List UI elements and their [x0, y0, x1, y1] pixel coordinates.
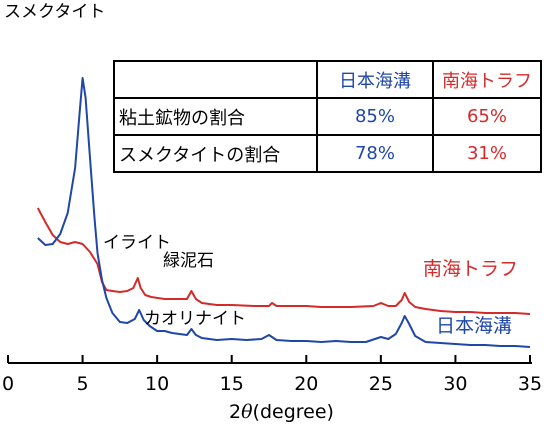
table-header-nankai: 南海トラフ: [432, 60, 542, 99]
series-label-japan: 日本海溝: [436, 315, 512, 337]
clay-ratio-table: 日本海溝 南海トラフ 粘土鉱物の割合 85% 65% スメクタイトの割合 78%…: [113, 60, 542, 173]
x-tick-label-0: 0: [2, 373, 14, 395]
x-axis-label-unit: (degree): [253, 401, 334, 423]
x-tick-label-5: 5: [77, 373, 89, 395]
x-tick-label-25: 25: [369, 373, 393, 395]
series-layer: [36, 77, 531, 348]
series-label-nankai: 南海トラフ: [423, 258, 518, 280]
table-row: スメクタイトの割合 78% 31%: [113, 134, 542, 173]
x-axis-label-theta: θ: [241, 401, 253, 423]
table-corner-cell: [113, 60, 318, 99]
cell-clay-japan: 85%: [316, 97, 434, 136]
annotation-smectite: スメクタイト: [4, 2, 105, 22]
cell-clay-nankai: 65%: [432, 97, 542, 136]
x-tick-label-35: 35: [518, 373, 542, 395]
cell-smectite-japan: 78%: [316, 134, 434, 173]
table-header-japan: 日本海溝: [316, 60, 434, 99]
annotation-kaolinite: カオリナイト: [144, 309, 246, 329]
table-header-row: 日本海溝 南海トラフ: [113, 60, 542, 99]
cell-smectite-nankai: 31%: [432, 134, 542, 173]
x-axis-label: 2θ(degree): [229, 401, 334, 423]
x-tick-label-20: 20: [294, 373, 318, 395]
x-tick-label-10: 10: [145, 373, 169, 395]
x-ticks: 0 5 10 15 20 25 30 35: [2, 355, 542, 395]
x-tick-label-15: 15: [220, 373, 244, 395]
table-row: 粘土鉱物の割合 85% 65%: [113, 97, 542, 136]
row-label-clay: 粘土鉱物の割合: [113, 97, 318, 136]
annotation-chlorite: 緑泥石: [163, 251, 214, 271]
annotation-illite: イライト: [103, 233, 171, 253]
x-axis-label-prefix: 2: [229, 401, 241, 423]
row-label-smectite: スメクタイトの割合: [113, 134, 318, 173]
x-tick-label-30: 30: [443, 373, 467, 395]
series-line-japan: [37, 77, 531, 348]
series-line-nankai: [36, 207, 531, 315]
